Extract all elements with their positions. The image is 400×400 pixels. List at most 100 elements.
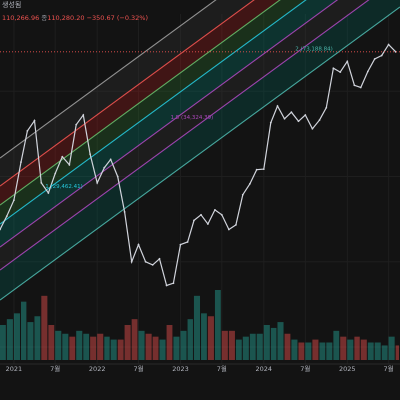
volume-bar	[284, 333, 291, 360]
channel-annotation: 1.5 (34,324.39)	[170, 115, 213, 121]
volume-bar	[214, 290, 221, 360]
x-tick-label: 2023	[172, 365, 189, 373]
price-point	[366, 70, 369, 73]
volume-bar	[152, 336, 159, 360]
x-tick-label: 2021	[6, 365, 23, 373]
open-value: 110,266.96	[2, 14, 40, 22]
price-point	[158, 257, 161, 260]
volume-bar	[131, 319, 138, 360]
channel-line	[0, 0, 339, 248]
x-tick-label: 2024	[256, 365, 273, 373]
volume-bar	[270, 327, 277, 360]
channel-annotation: 1 (29,462.41)	[45, 184, 83, 190]
volume-bar	[340, 336, 347, 360]
volume-bar	[48, 325, 55, 360]
price-point	[82, 114, 85, 116]
x-tick-label: 2025	[339, 365, 356, 373]
channel-line	[0, 0, 281, 206]
volume-bar	[201, 313, 207, 360]
channel-band-bottom-teal	[0, 0, 400, 300]
volume-bar	[221, 330, 228, 360]
price-point	[5, 215, 8, 218]
price-point	[304, 114, 307, 116]
price-point	[186, 241, 189, 243]
volume-bar	[62, 333, 69, 360]
price-point	[380, 54, 383, 57]
price-point	[276, 105, 279, 107]
price-points	[0, 43, 397, 287]
volume-bar	[249, 333, 256, 360]
price-point	[137, 243, 140, 246]
volume-bar	[256, 333, 263, 360]
channel-line	[0, 0, 255, 187]
volume-bar	[235, 339, 242, 360]
price-point	[123, 211, 126, 213]
price-point	[179, 243, 182, 246]
volume-bar	[69, 336, 76, 360]
price-point	[116, 175, 119, 178]
price-point	[346, 60, 349, 63]
volume-bar	[354, 336, 360, 360]
price-point	[144, 260, 147, 263]
price-point	[47, 192, 50, 194]
price-point	[283, 117, 286, 120]
price-point	[89, 153, 92, 156]
price-point	[109, 158, 112, 161]
volume-bar	[277, 322, 284, 360]
volume-bar	[138, 330, 145, 360]
volume-bar	[187, 319, 193, 360]
volume-bar	[207, 316, 214, 360]
price-point	[96, 181, 99, 184]
price-point	[387, 43, 390, 46]
volume-bar	[145, 333, 152, 360]
volume-bar	[305, 342, 312, 360]
volume-bar	[6, 319, 13, 360]
price-point	[68, 163, 71, 166]
price-point	[262, 168, 265, 170]
volume-bar	[180, 330, 187, 360]
volume-bar	[319, 342, 326, 360]
price-point	[61, 155, 64, 158]
price-point	[339, 71, 342, 74]
price-point	[130, 260, 133, 263]
price-point	[248, 182, 251, 185]
x-tick-label: 7월	[50, 364, 60, 373]
price-point	[33, 119, 36, 122]
volume-bar	[97, 333, 104, 360]
price-point	[394, 50, 397, 53]
price-point	[269, 121, 272, 124]
volume-bar	[242, 336, 249, 360]
price-point	[165, 284, 168, 287]
price-point	[311, 127, 314, 130]
price-point	[220, 213, 223, 216]
x-tick-label: 7월	[300, 364, 310, 373]
price-point	[151, 264, 154, 266]
volume-bar	[117, 339, 124, 360]
volume-bar	[228, 330, 235, 360]
volume-bar	[326, 342, 333, 360]
x-tick-label: 7월	[133, 364, 143, 373]
volume-bar	[124, 325, 131, 360]
price-point	[20, 161, 22, 163]
channel-bands	[0, 0, 400, 301]
volume-bars	[0, 290, 399, 360]
price-point	[235, 223, 237, 226]
channel-annotation: 2 (73,188.84)	[295, 47, 333, 53]
volume-bar	[388, 336, 395, 360]
volume-bar	[110, 339, 117, 360]
volume-bar	[55, 330, 62, 360]
ohlc-legend: 110,266.96 종110,280.20 −350.67 (−0.32%)	[0, 14, 148, 23]
x-axis-labels: 2021 7월 2022 7월 2023 7월 2024 7월 2025 7월	[6, 364, 394, 373]
volume-bar	[333, 330, 340, 360]
volume-bar	[83, 333, 90, 360]
volume-bar	[20, 301, 27, 360]
grid-lines	[0, 14, 400, 364]
volume-bar	[159, 339, 166, 360]
x-tick-label: 7월	[217, 364, 227, 373]
price-point	[13, 199, 15, 202]
volume-bar	[34, 316, 41, 360]
price-point	[172, 282, 175, 285]
channel-line	[0, 0, 370, 271]
